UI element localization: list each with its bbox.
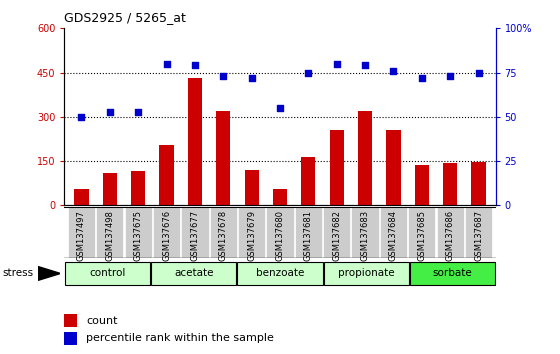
Bar xyxy=(323,207,351,258)
Bar xyxy=(216,111,230,205)
Text: count: count xyxy=(86,316,118,326)
Point xyxy=(247,75,256,81)
Bar xyxy=(96,207,123,258)
Text: GSM137681: GSM137681 xyxy=(304,210,313,261)
Point xyxy=(134,109,143,114)
Point xyxy=(276,105,284,111)
Text: GSM137683: GSM137683 xyxy=(361,210,370,261)
Text: GSM137497: GSM137497 xyxy=(77,210,86,261)
Text: sorbate: sorbate xyxy=(433,268,472,278)
Bar xyxy=(153,207,180,258)
Text: GSM137675: GSM137675 xyxy=(134,210,143,261)
Text: GSM137677: GSM137677 xyxy=(190,210,199,261)
Bar xyxy=(408,207,436,258)
Polygon shape xyxy=(38,267,60,280)
Bar xyxy=(267,207,293,258)
Bar xyxy=(443,162,458,205)
Bar xyxy=(352,207,379,258)
Point xyxy=(304,70,313,75)
Bar xyxy=(209,207,237,258)
Point xyxy=(417,75,426,81)
Bar xyxy=(295,207,322,258)
Text: GSM137687: GSM137687 xyxy=(474,210,483,261)
Text: control: control xyxy=(90,268,125,278)
Bar xyxy=(410,262,495,285)
Bar xyxy=(102,173,117,205)
Bar xyxy=(124,207,152,258)
Bar xyxy=(64,314,77,327)
Bar xyxy=(181,207,208,258)
Point xyxy=(219,73,228,79)
Text: GSM137678: GSM137678 xyxy=(219,210,228,261)
Bar xyxy=(151,262,236,285)
Bar xyxy=(386,130,400,205)
Text: stress: stress xyxy=(3,268,34,278)
Bar xyxy=(188,79,202,205)
Bar xyxy=(160,145,174,205)
Text: GSM137682: GSM137682 xyxy=(332,210,341,261)
Point xyxy=(361,63,370,68)
Bar xyxy=(465,207,492,258)
Bar xyxy=(64,332,77,345)
Bar xyxy=(74,189,88,205)
Bar xyxy=(273,189,287,205)
Text: percentile rank within the sample: percentile rank within the sample xyxy=(86,333,274,343)
Text: GSM137676: GSM137676 xyxy=(162,210,171,261)
Text: GSM137684: GSM137684 xyxy=(389,210,398,261)
Bar xyxy=(68,207,95,258)
Text: GSM137679: GSM137679 xyxy=(247,210,256,261)
Bar xyxy=(237,262,323,285)
Bar xyxy=(380,207,407,258)
Text: GSM137686: GSM137686 xyxy=(446,210,455,261)
Bar xyxy=(238,207,265,258)
Text: GSM137685: GSM137685 xyxy=(417,210,426,261)
Bar xyxy=(437,207,464,258)
Point xyxy=(77,114,86,120)
Bar xyxy=(324,262,409,285)
Text: benzoate: benzoate xyxy=(256,268,304,278)
Bar xyxy=(131,171,145,205)
Bar xyxy=(330,130,344,205)
Text: propionate: propionate xyxy=(338,268,395,278)
Bar xyxy=(301,156,315,205)
Bar xyxy=(358,111,372,205)
Point xyxy=(105,109,114,114)
Bar xyxy=(65,262,150,285)
Bar xyxy=(245,170,259,205)
Text: GSM137498: GSM137498 xyxy=(105,210,114,261)
Text: acetate: acetate xyxy=(174,268,213,278)
Bar xyxy=(415,166,429,205)
Point xyxy=(446,73,455,79)
Point xyxy=(389,68,398,74)
Point xyxy=(332,61,341,67)
Point xyxy=(474,70,483,75)
Text: GSM137680: GSM137680 xyxy=(276,210,284,261)
Text: GDS2925 / 5265_at: GDS2925 / 5265_at xyxy=(64,11,186,24)
Point xyxy=(190,63,199,68)
Bar xyxy=(472,162,486,205)
Point xyxy=(162,61,171,67)
